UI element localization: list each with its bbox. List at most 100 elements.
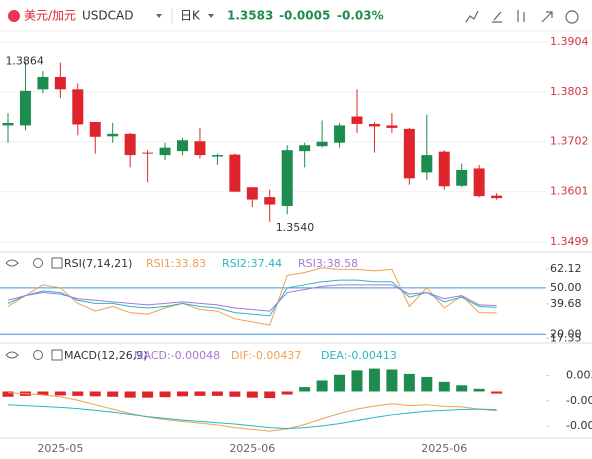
macd-bar bbox=[281, 391, 293, 395]
dropdown-icon[interactable] bbox=[156, 14, 162, 18]
macd-bar bbox=[142, 391, 154, 398]
macd-bar bbox=[264, 391, 276, 399]
macd-bar bbox=[89, 391, 101, 397]
macd-bar bbox=[403, 373, 415, 392]
legend-entry: MACD:-0.00048 bbox=[134, 349, 220, 362]
macd-bar bbox=[491, 391, 503, 394]
rsi-line bbox=[7, 279, 497, 317]
candle-body bbox=[334, 125, 346, 143]
last-price: 1.3583 bbox=[227, 9, 273, 23]
rsi-axis-label: 62.12 bbox=[550, 262, 582, 275]
macd-line bbox=[7, 404, 497, 429]
price-change-pct: -0.03% bbox=[337, 9, 384, 23]
rsi-axis-label: 20.00 bbox=[550, 327, 582, 340]
candle-body bbox=[142, 152, 154, 154]
candle-body bbox=[194, 141, 206, 156]
legend-entry: RSI1:33.83 bbox=[146, 257, 206, 270]
toggle-icon[interactable] bbox=[51, 257, 63, 269]
rsi-line bbox=[7, 284, 497, 312]
macd-bar bbox=[368, 368, 380, 392]
macd-bar bbox=[177, 391, 188, 397]
price-axis-label: 1.3803 bbox=[550, 85, 589, 98]
candle-body bbox=[89, 121, 101, 137]
candle-body bbox=[386, 125, 398, 128]
price-axis-label: 1.3499 bbox=[550, 235, 589, 248]
macd-bar bbox=[473, 388, 485, 392]
candle-body bbox=[54, 76, 66, 90]
period[interactable]: 日K bbox=[180, 9, 201, 23]
draw-button[interactable] bbox=[492, 11, 502, 23]
macd-bar bbox=[386, 369, 398, 392]
legend-entry: RSI2:37.44 bbox=[222, 257, 282, 270]
candle-body bbox=[264, 197, 276, 205]
candle-body bbox=[403, 128, 415, 179]
pair-name[interactable]: 美元/加元 bbox=[24, 9, 76, 23]
expand-button[interactable] bbox=[541, 11, 553, 23]
candle-body bbox=[37, 76, 49, 90]
macd-axis-label: 0.00362 bbox=[566, 369, 592, 382]
candle-body bbox=[72, 89, 84, 125]
candle-body bbox=[281, 150, 293, 207]
x-axis-label: 2025-06 bbox=[229, 442, 275, 455]
candle-body bbox=[211, 155, 223, 157]
settings-icon[interactable] bbox=[33, 350, 43, 360]
macd-axis-label: -0.00785 bbox=[566, 419, 592, 432]
price-axis-label: 1.3601 bbox=[550, 185, 589, 198]
macd-bar bbox=[246, 391, 258, 398]
price-axis-label: 1.3904 bbox=[550, 35, 589, 48]
candle-type-button[interactable] bbox=[517, 10, 525, 22]
macd-axis-label: -0.00211 bbox=[566, 394, 592, 407]
macd-line bbox=[7, 392, 497, 432]
rsi-axis-label: 39.68 bbox=[550, 297, 582, 310]
rsi-axis-label: 17.35 bbox=[550, 331, 582, 344]
legend-entry: RSI3:38.58 bbox=[298, 257, 358, 270]
macd-bar bbox=[107, 391, 119, 397]
symbol[interactable]: USDCAD bbox=[82, 9, 133, 23]
candle-body bbox=[246, 187, 258, 200]
candle-body bbox=[177, 140, 188, 152]
candle-body bbox=[351, 116, 363, 124]
macd-bar bbox=[299, 387, 311, 392]
macd-bar bbox=[334, 374, 346, 392]
candle-body bbox=[299, 145, 311, 152]
x-axis-label: 2025-05 bbox=[37, 442, 83, 455]
candle-body bbox=[316, 141, 328, 147]
rsi-title: RSI(7,14,21) bbox=[64, 257, 132, 270]
dropdown-icon[interactable] bbox=[208, 14, 214, 18]
macd-bar bbox=[124, 391, 136, 398]
visibility-icon[interactable] bbox=[5, 351, 19, 359]
candle-body bbox=[2, 122, 14, 126]
settings-icon[interactable] bbox=[33, 258, 43, 268]
price-axis-label: 1.3702 bbox=[550, 135, 589, 148]
candle-body bbox=[159, 147, 171, 156]
macd-bar bbox=[72, 391, 84, 396]
macd-bar bbox=[37, 391, 49, 396]
macd-bar bbox=[211, 391, 223, 396]
candle-body bbox=[19, 90, 31, 126]
legend-entry: DIF:-0.00437 bbox=[231, 349, 301, 362]
min-price-label: 1.3540 bbox=[276, 221, 315, 234]
macd-bar bbox=[159, 391, 171, 398]
macd-bar bbox=[229, 391, 241, 397]
candle-body bbox=[438, 151, 450, 187]
macd-title: MACD(12,26,9) bbox=[64, 349, 148, 362]
macd-bar bbox=[316, 380, 328, 392]
macd-bar bbox=[194, 391, 206, 396]
candle-body bbox=[456, 169, 468, 186]
macd-bar bbox=[2, 391, 14, 397]
candle-body bbox=[421, 155, 433, 173]
macd-bar bbox=[54, 391, 66, 396]
rsi-axis-label: 50.00 bbox=[550, 281, 582, 294]
macd-bar bbox=[456, 385, 468, 392]
price-change: -0.0005 bbox=[279, 9, 330, 23]
candle-body bbox=[491, 195, 503, 199]
visibility-icon[interactable] bbox=[5, 259, 19, 267]
settings-button[interactable] bbox=[565, 10, 579, 24]
candle-body bbox=[107, 133, 119, 137]
macd-bar bbox=[421, 376, 433, 392]
toggle-icon[interactable] bbox=[51, 349, 63, 361]
macd-bar bbox=[351, 370, 363, 392]
indicator-button[interactable] bbox=[465, 10, 479, 23]
macd-bar bbox=[438, 381, 450, 392]
